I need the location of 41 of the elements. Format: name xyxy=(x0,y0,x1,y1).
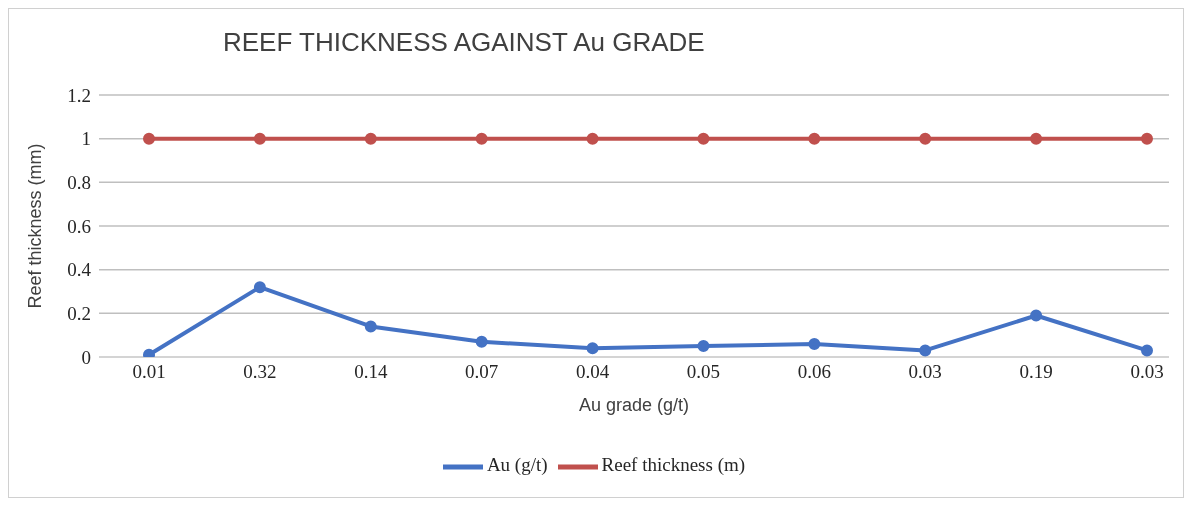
point xyxy=(475,132,488,145)
point xyxy=(586,342,599,355)
x-tick-label: 0.06 xyxy=(797,361,831,383)
point xyxy=(697,132,710,145)
point xyxy=(253,281,266,294)
point xyxy=(919,132,932,145)
x-tick-label: 0.19 xyxy=(1019,361,1053,383)
y-tick-label: 0 xyxy=(81,346,91,368)
x-tick-label: 0.03 xyxy=(1130,361,1164,383)
x-tick-label: 0.03 xyxy=(908,361,942,383)
y-tick-label: 1 xyxy=(81,128,91,150)
point xyxy=(1141,344,1153,357)
x-tick-label: 0.32 xyxy=(243,361,277,383)
point xyxy=(1141,132,1153,145)
y-tick-label: 0.2 xyxy=(67,303,91,325)
y-tick-label: 0.6 xyxy=(67,215,91,237)
point xyxy=(1030,132,1043,145)
point xyxy=(253,132,266,145)
x-tick-label: 0.01 xyxy=(132,361,166,383)
chart-title: REEF THICKNESS AGAINST Au GRADE xyxy=(223,27,705,58)
point xyxy=(364,132,377,145)
x-tick-label: 0.14 xyxy=(354,361,388,383)
point xyxy=(808,337,821,350)
point xyxy=(475,335,488,348)
x-tick-label: 0.05 xyxy=(686,361,721,383)
x-tick-label: 0.07 xyxy=(465,361,499,383)
legend-label: Au (g/t) xyxy=(486,454,548,476)
point xyxy=(919,344,932,357)
y-axis-title: Reef thickness (mm) xyxy=(25,143,46,309)
point xyxy=(143,132,155,145)
y-tick-label: 0.8 xyxy=(67,172,91,194)
x-axis-title: Au grade (g/t) xyxy=(578,395,690,415)
point xyxy=(808,132,821,145)
point xyxy=(697,340,710,353)
point xyxy=(1030,309,1043,322)
y-tick-label: 0.4 xyxy=(67,259,92,281)
y-tick-label: 1.2 xyxy=(67,84,91,106)
x-tick-label: 0.04 xyxy=(575,361,610,383)
point xyxy=(586,132,599,145)
legend-label: Reef thickness (m) xyxy=(601,454,746,476)
point xyxy=(364,320,377,333)
